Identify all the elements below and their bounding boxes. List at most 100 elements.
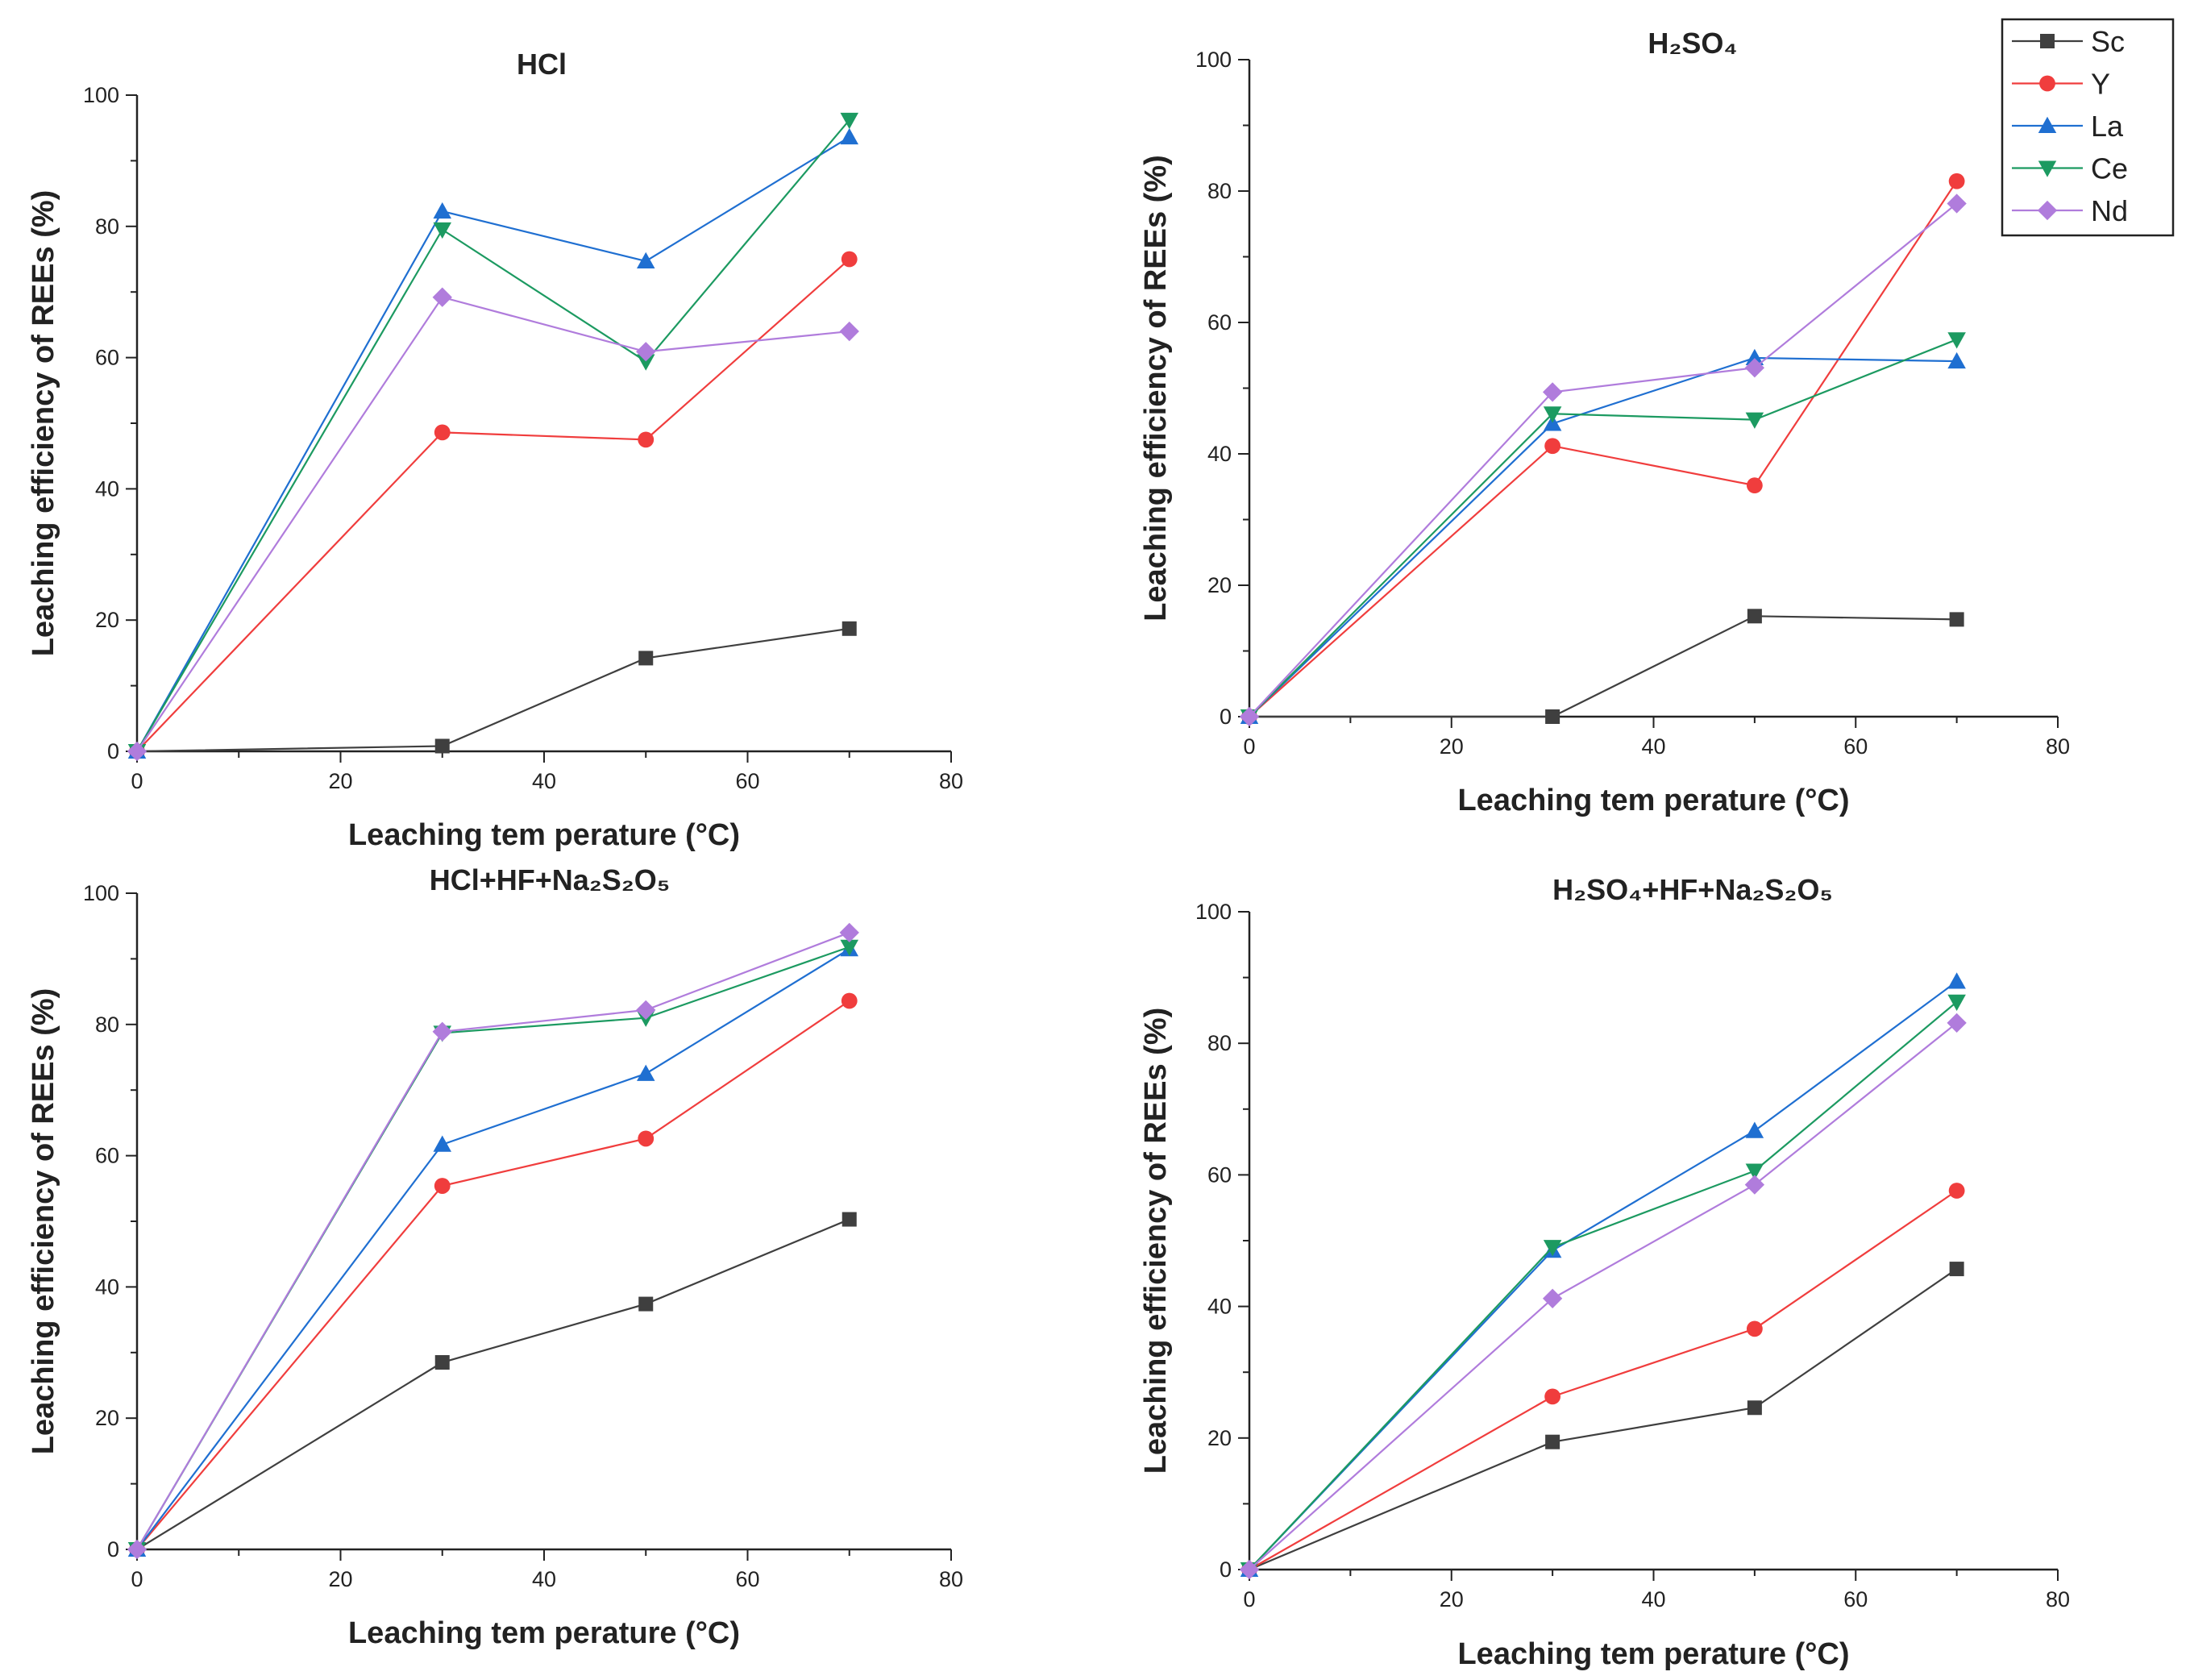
legend-label: Ce — [2091, 152, 2128, 185]
series-nd — [1239, 1013, 1967, 1580]
series-sc — [1242, 1262, 1964, 1577]
series-nd — [1239, 193, 1967, 727]
data-point-ce — [1745, 1163, 1764, 1180]
x-tick-label: 0 — [131, 1567, 143, 1591]
y-tick-label: 40 — [1207, 1295, 1232, 1319]
x-tick-label: 20 — [1440, 734, 1464, 759]
data-point-la — [637, 252, 655, 268]
data-point-la — [1947, 351, 1966, 369]
series-y — [1241, 173, 1965, 725]
y-tick-label: 60 — [1207, 310, 1232, 335]
data-point-sc — [638, 651, 654, 666]
x-tick-label: 20 — [328, 769, 352, 793]
data-point-nd — [432, 1021, 452, 1042]
legend-entry-nd: Nd — [2012, 194, 2128, 227]
y-tick-label: 100 — [1195, 48, 1232, 72]
legend-entry-ce: Ce — [2012, 152, 2128, 185]
data-point-sc — [638, 1296, 654, 1312]
x-tick-label: 40 — [532, 769, 556, 793]
data-point-la — [840, 127, 858, 145]
x-axis-label: Leaching tem perature (°C) — [348, 818, 740, 852]
y-tick-label: 100 — [1195, 900, 1232, 924]
data-point-ce — [1745, 412, 1764, 429]
data-point-y — [1746, 1320, 1763, 1337]
data-point-nd — [1542, 1288, 1563, 1308]
data-point-sc — [1949, 612, 1964, 627]
data-point-nd — [1744, 358, 1765, 378]
panel-h2so4-hf-na2s2o5: 0 20 40 60 80 0 20 40 60 80 100 H₂SO₄+HF+Na₂S₂O₅ Lea… — [1139, 873, 2070, 1671]
x-tick-label: 0 — [131, 769, 143, 793]
legend-entry-sc: Sc — [2012, 25, 2125, 58]
data-point-y — [434, 1178, 451, 1194]
chart-title: H₂SO₄ — [1648, 27, 1737, 60]
series-y — [1241, 1183, 1965, 1578]
legend-entry-y: Y — [2012, 68, 2110, 101]
x-tick-label: 0 — [1243, 1587, 1255, 1611]
data-point-sc — [1747, 609, 1762, 624]
data-point-ce — [840, 112, 858, 130]
series-ce — [127, 112, 858, 761]
data-point-ce — [433, 222, 451, 239]
y-tick-label: 100 — [83, 83, 119, 107]
x-tick-label: 0 — [1243, 734, 1255, 759]
series-line-nd — [136, 931, 850, 1550]
series-line-la — [136, 948, 850, 1550]
data-point-y — [841, 251, 858, 268]
series-nd — [127, 922, 859, 1560]
x-tick-label: 40 — [1641, 1587, 1665, 1611]
data-point-y — [1544, 438, 1561, 455]
series-line-sc — [1249, 615, 1957, 718]
y-tick-label: 80 — [95, 214, 119, 239]
series-y — [129, 992, 858, 1557]
legend-label: Nd — [2091, 194, 2128, 227]
y-tick-label: 80 — [95, 1013, 119, 1037]
legend-entry-la: La — [2012, 110, 2124, 143]
x-tick-label: 80 — [2046, 1587, 2070, 1611]
data-point-nd — [839, 922, 859, 942]
series-line-nd — [1249, 1022, 1958, 1570]
series-sc — [130, 1212, 857, 1557]
y-axis-label: Leaching efficiency of REEs (%) — [1139, 155, 1173, 622]
series-line-y — [1249, 1190, 1958, 1570]
data-point-sc — [842, 621, 857, 636]
panel-hcl: 0 20 40 60 80 0 20 40 60 80 100 HCl Leaching tem per… — [27, 48, 963, 852]
legend-marker-nd — [2037, 200, 2058, 221]
x-tick-label: 60 — [1843, 1587, 1868, 1611]
data-point-nd — [127, 1539, 148, 1560]
y-tick-label: 0 — [107, 1537, 119, 1561]
series-line-sc — [136, 1218, 850, 1550]
series-line-ce — [136, 946, 850, 1550]
series-line-y — [1249, 181, 1958, 717]
data-point-nd — [1542, 382, 1563, 402]
x-tick-label: 80 — [939, 1567, 963, 1591]
series-ce — [127, 939, 858, 1559]
series-la — [127, 939, 858, 1557]
y-tick-label: 40 — [1207, 442, 1232, 466]
x-axis-label: Leaching tem perature (°C) — [1457, 784, 1849, 817]
chart-title: HCl+HF+Na₂S₂O₅ — [430, 863, 671, 896]
y-tick-label: 0 — [107, 739, 119, 763]
data-point-y — [1948, 1183, 1965, 1199]
y-tick-label: 60 — [95, 1144, 119, 1168]
series-line-ce — [136, 119, 850, 752]
y-tick-label: 20 — [95, 608, 119, 632]
x-tick-label: 80 — [939, 769, 963, 793]
data-point-nd — [432, 287, 452, 307]
series-line-nd — [136, 296, 850, 752]
legend-marker-ce — [2038, 160, 2057, 177]
data-point-la — [1745, 348, 1764, 366]
data-point-sc — [1545, 1434, 1560, 1449]
series-la — [1240, 348, 1966, 724]
x-tick-label: 60 — [735, 769, 759, 793]
y-axis-label: Leaching efficiency of REEs (%) — [27, 988, 60, 1455]
data-point-ce — [1947, 994, 1966, 1012]
data-point-y — [841, 992, 858, 1009]
y-tick-label: 80 — [1207, 179, 1232, 203]
y-tick-label: 0 — [1220, 1557, 1232, 1582]
y-axis-label: Leaching efficiency of REEs (%) — [1139, 1008, 1173, 1474]
legend-label: Y — [2091, 68, 2110, 101]
x-axis-label: Leaching tem perature (°C) — [1457, 1637, 1849, 1671]
data-point-nd — [1744, 1175, 1765, 1195]
chart-title: H₂SO₄+HF+Na₂S₂O₅ — [1552, 873, 1833, 906]
x-tick-label: 60 — [1843, 734, 1868, 759]
